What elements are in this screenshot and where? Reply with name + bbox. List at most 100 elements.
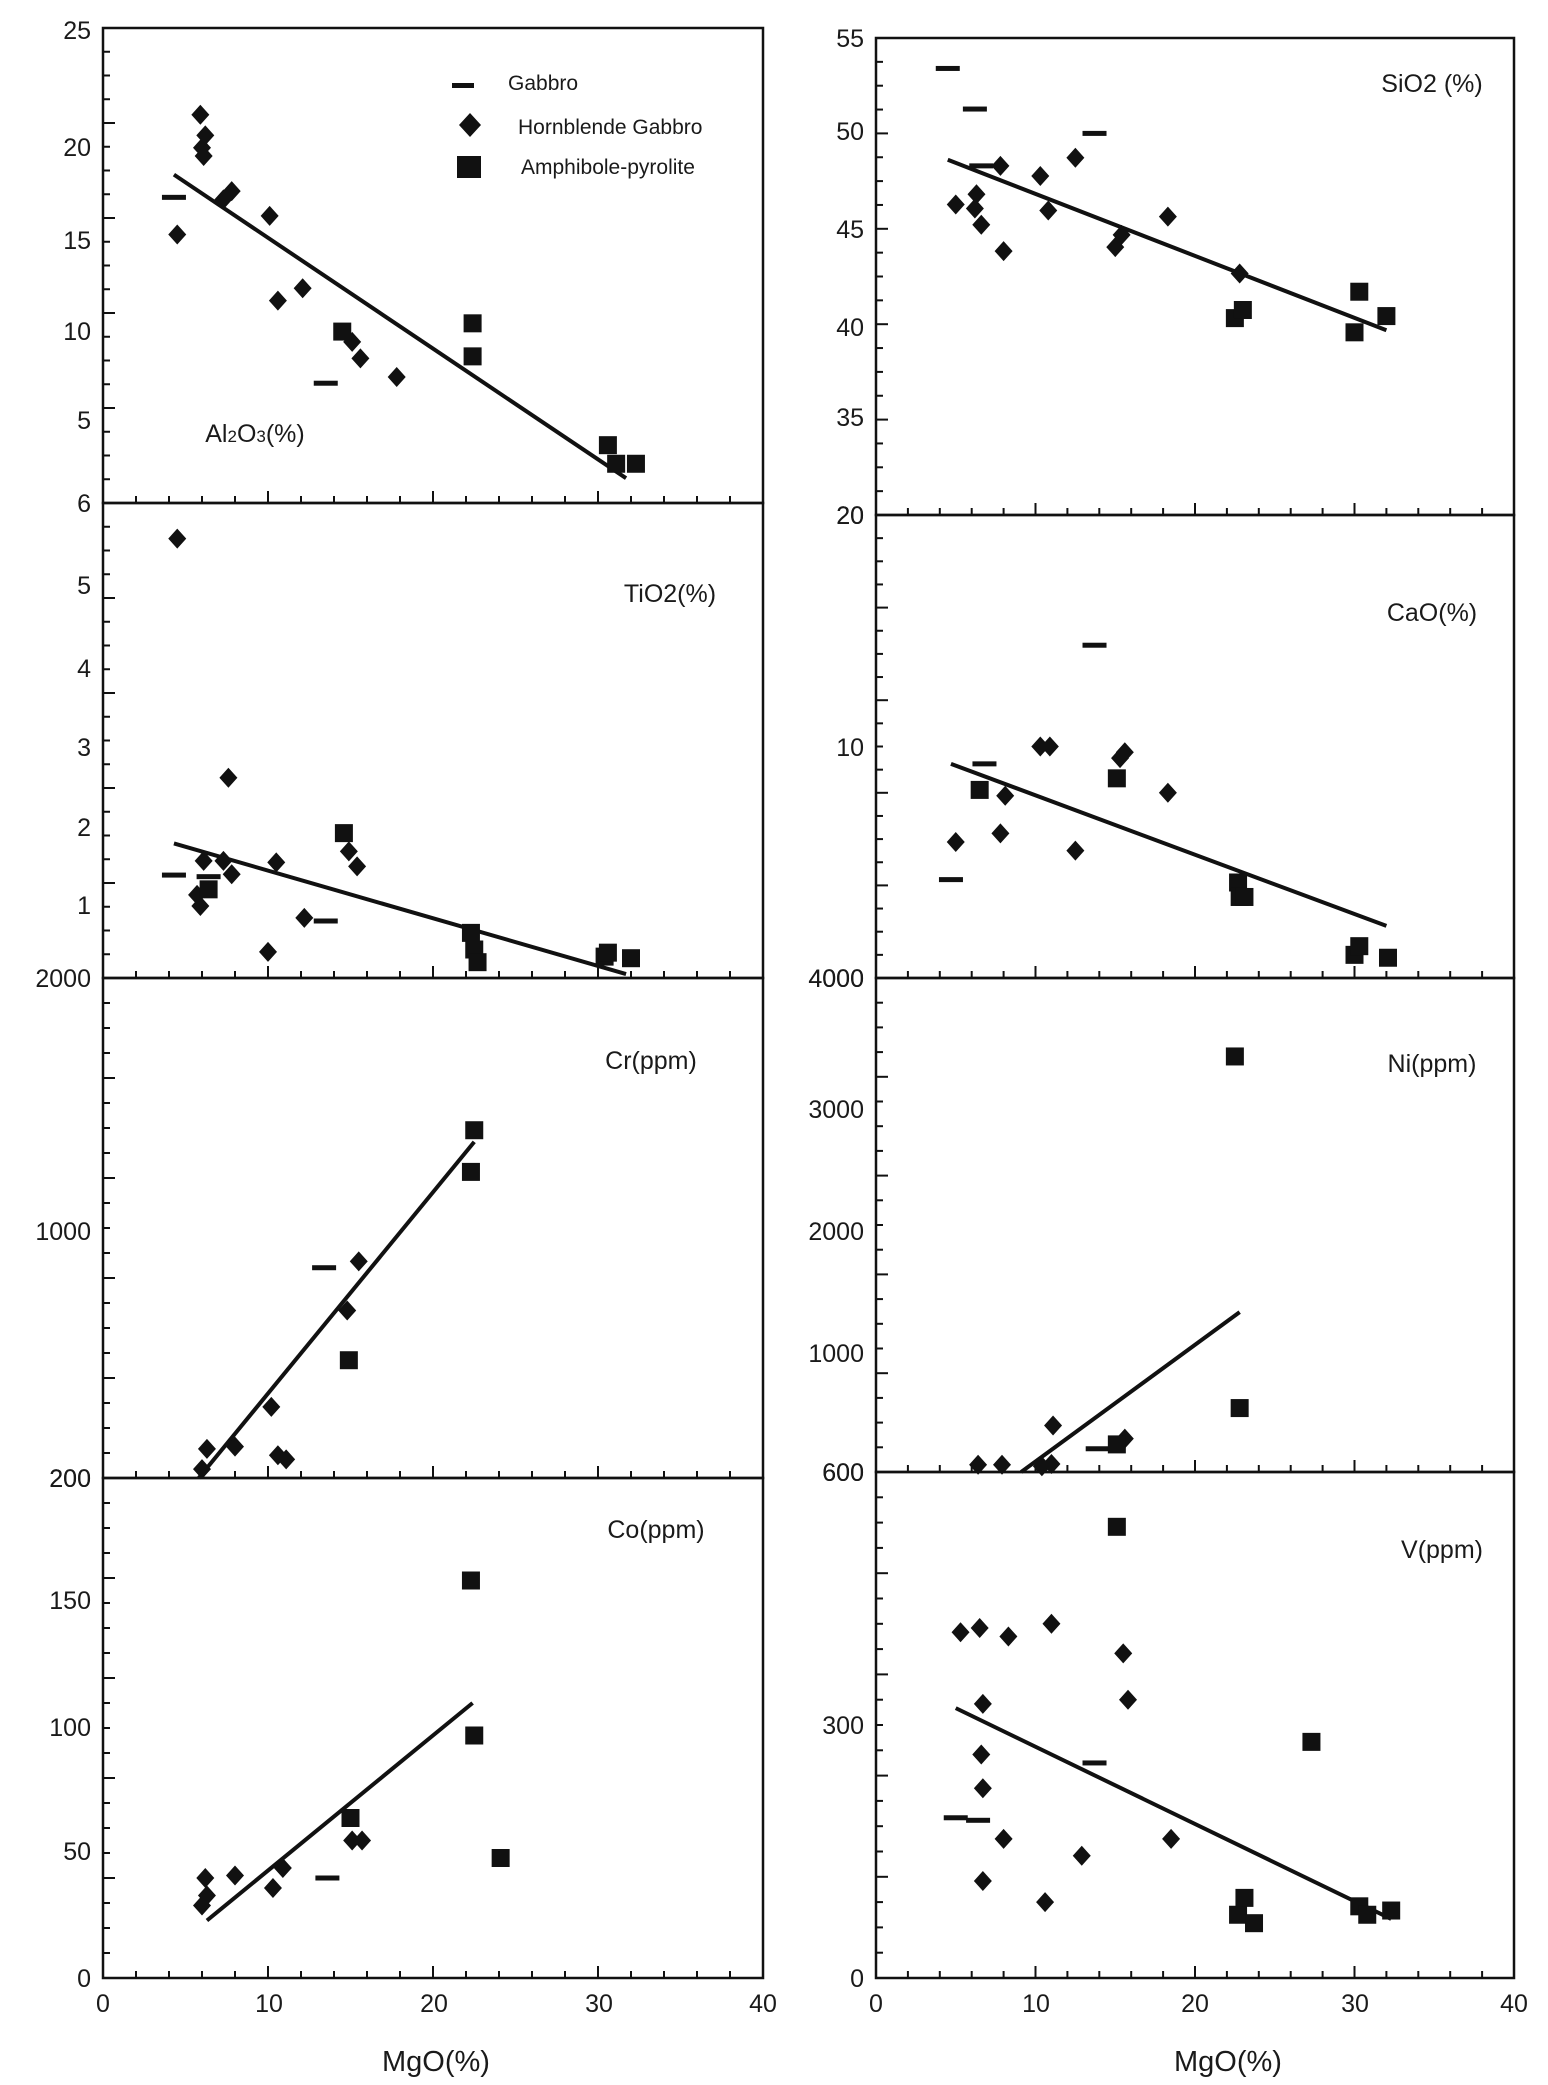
hornblende-gabbro-point [1044, 1415, 1063, 1436]
y-tick-label: 1 [77, 892, 91, 920]
y-tick-label: 55 [836, 25, 864, 53]
gabbro-point [161, 194, 186, 200]
y-tick-label: 20 [836, 502, 864, 530]
amphibole-pyrolite-point [334, 824, 353, 843]
hornblende-gabbro-point [219, 767, 238, 788]
hornblende-gabbro-point [263, 1878, 282, 1898]
amphibole-pyrolite-point [461, 1571, 480, 1590]
hornblende-gabbro-point [168, 528, 187, 549]
amphibole-pyrolite-point [1378, 948, 1397, 967]
y-tick-label: 50 [63, 1838, 91, 1866]
hornblende-gabbro-point [214, 850, 233, 871]
amphibole-pyrolite-point [1377, 307, 1396, 326]
hornblende-gabbro-point [343, 1830, 362, 1851]
x-tick-label: 30 [1341, 1990, 1369, 2018]
hornblende-gabbro-point [999, 1626, 1018, 1647]
hornblende-gabbro-point [194, 146, 213, 167]
y-tick-label: 3 [77, 734, 91, 762]
x-tick-label: 30 [585, 1990, 613, 2018]
gabbro-point [938, 877, 963, 883]
panel-title: TiO2(%) [624, 580, 716, 608]
amphibole-pyrolite-point [333, 322, 352, 341]
hornblende-gabbro-point [338, 1300, 357, 1321]
hornblende-gabbro-point [1042, 1613, 1061, 1634]
amphibole-pyrolite-point [491, 1849, 510, 1867]
hornblende-gabbro-point [946, 194, 965, 215]
hornblende-gabbro-point [168, 224, 187, 245]
hornblende-gabbro-point [946, 831, 965, 852]
hornblende-gabbro-point [387, 367, 406, 388]
amphibole-pyrolite-point [463, 347, 482, 366]
legend-label-amphibole-pyrolite: Amphibole-pyrolite [521, 156, 695, 179]
y-tick-label: 45 [836, 216, 864, 244]
gabbro-point [943, 1815, 968, 1821]
y-tick-label: 2 [77, 814, 91, 842]
hornblende-gabbro-point [1158, 206, 1177, 227]
trend-line [947, 157, 1388, 333]
amphibole-pyrolite-point [1350, 937, 1369, 956]
hornblende-gabbro-point [1162, 1828, 1181, 1849]
panel-5: 1000 200 Cr(ppm) [35, 976, 765, 1493]
legend-square-marker [457, 156, 481, 178]
legend-diamond-marker [459, 113, 481, 137]
hornblende-gabbro-point [994, 1828, 1013, 1849]
hornblende-gabbro-point [267, 852, 286, 873]
hornblende-gabbro-point [1036, 1892, 1055, 1913]
amphibole-pyrolite-point [598, 943, 617, 962]
y-tick-label: 200 [49, 1465, 91, 1493]
gabbro-point [196, 874, 221, 880]
x-tick-label: 20 [420, 1990, 448, 2018]
amphibole-pyrolite-point [461, 1162, 480, 1181]
hornblende-gabbro-point [194, 850, 213, 871]
amphibole-pyrolite-point [463, 314, 482, 333]
hornblende-gabbro-point [197, 1885, 216, 1906]
hornblende-gabbro-point [1072, 1845, 1091, 1866]
y-tick-label: 4 [77, 655, 91, 683]
amphibole-pyrolite-point [1229, 873, 1248, 892]
trend-line [197, 1140, 476, 1480]
x-tick-label: 0 [96, 1990, 110, 2018]
hornblende-gabbro-point [1039, 200, 1058, 221]
amphibole-pyrolite-point [970, 780, 989, 799]
x-tick-label: 20 [1181, 1990, 1209, 2018]
hornblende-gabbro-point [348, 856, 367, 877]
hornblende-gabbro-point [273, 1858, 292, 1878]
gabbro-point [1085, 1446, 1110, 1452]
hornblende-gabbro-point [193, 1459, 211, 1480]
gabbro-point [161, 872, 186, 878]
y-tick-label: 20 [836, 502, 864, 530]
y-tick-label: 600 [822, 1459, 864, 1487]
y-tick-label: 0 [850, 1965, 864, 1993]
hornblende-gabbro-point [226, 1436, 244, 1457]
panel-title: Ni(ppm) [1388, 1050, 1477, 1078]
hornblende-gabbro-point [1042, 1454, 1061, 1475]
gabbro-point [966, 1817, 991, 1823]
hornblende-gabbro-point [967, 184, 986, 205]
y-tick-label: 600 [822, 1459, 864, 1487]
panel-6: 4000 3000 2000 1000 600 Ni(ppm) [808, 965, 1516, 1487]
y-tick-label: 6 [77, 490, 91, 518]
amphibole-pyrolite-point [1235, 1888, 1254, 1907]
hornblende-gabbro-point [1158, 782, 1177, 803]
hornblende-gabbro-point [191, 104, 210, 125]
amphibole-pyrolite-point [1225, 1047, 1244, 1066]
amphibole-pyrolite-point [1233, 300, 1252, 319]
amphibole-pyrolite-point [1382, 1901, 1401, 1920]
hornblende-gabbro-point [1031, 736, 1050, 757]
gabbro-point [1082, 642, 1107, 648]
y-tick-label: 20 [63, 134, 91, 162]
hornblende-gabbro-point [973, 1778, 992, 1799]
y-tick-label: 35 [836, 404, 864, 432]
y-tick-label: 15 [63, 227, 91, 255]
x-axis-title-left: MgO(%) [382, 2046, 490, 2078]
y-tick-label: 2000 [808, 1218, 864, 1246]
gabbro-point [315, 1875, 340, 1881]
hornblende-gabbro-point [951, 1622, 970, 1643]
legend-dash-marker [452, 83, 474, 88]
y-tick-label: 100 [49, 1714, 91, 1742]
hornblende-gabbro-point [1230, 263, 1249, 284]
hornblende-gabbro-point [993, 1454, 1012, 1475]
y-tick-label: 4000 [808, 965, 864, 993]
